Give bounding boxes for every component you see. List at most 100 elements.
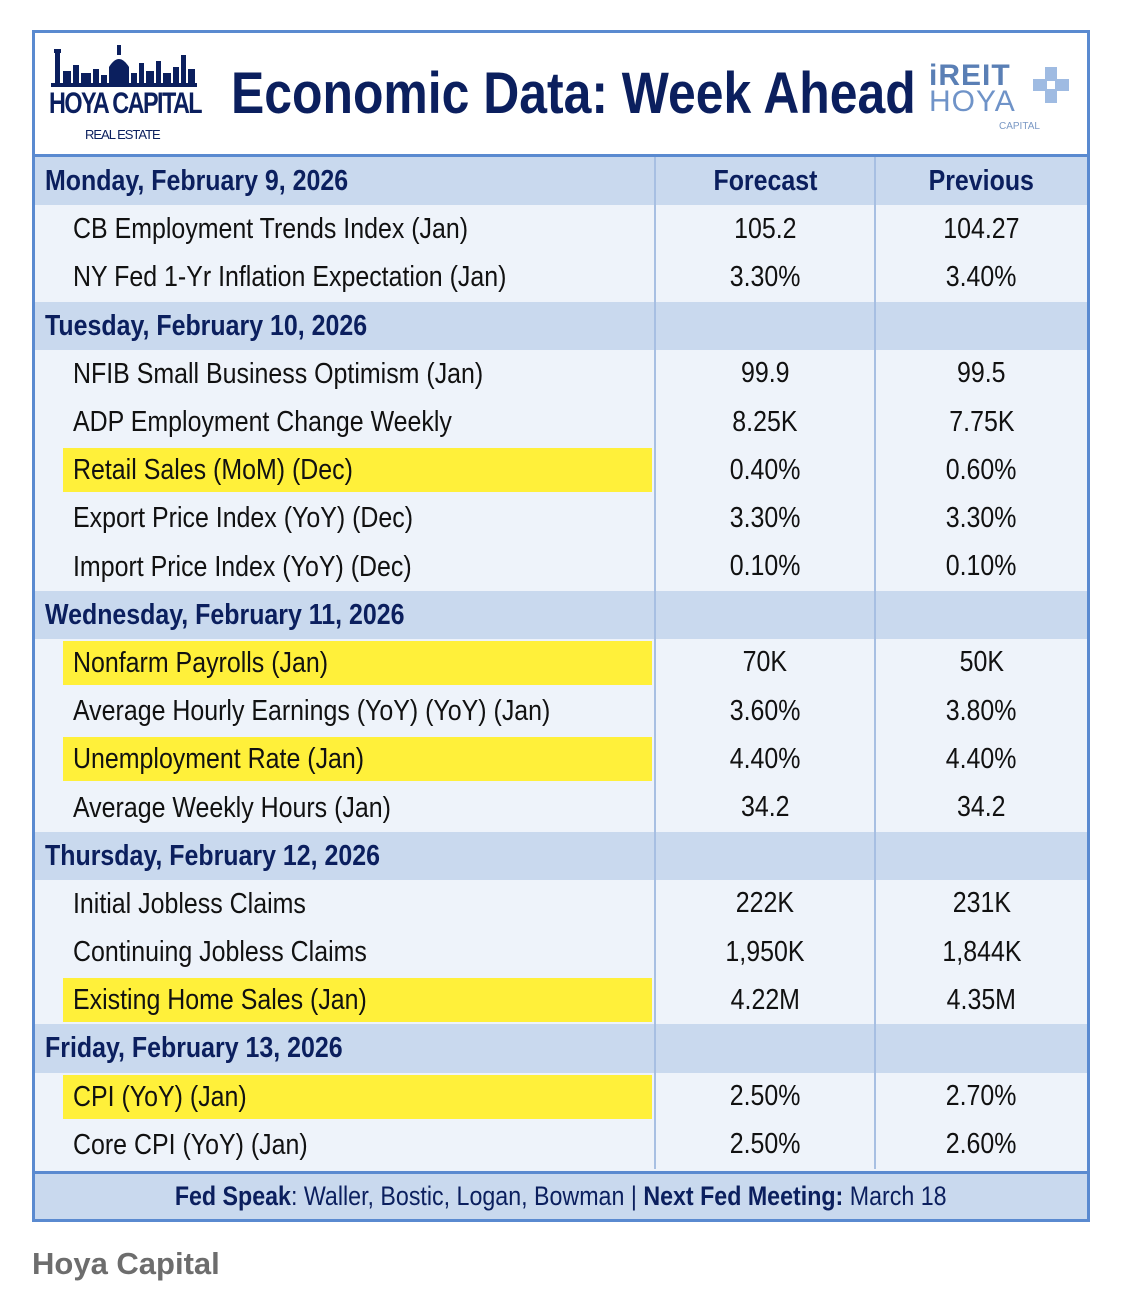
indicator-label: Export Price Index (YoY) (Dec) — [73, 502, 414, 535]
indicator-cell: NFIB Small Business Optimism (Jan) — [35, 349, 655, 398]
table-row: ADP Employment Change Weekly 8.25K 7.75K — [35, 397, 1087, 447]
forecast-cell: 222K — [654, 879, 875, 928]
forecast-cell: 34.2 — [654, 783, 875, 832]
indicator-label: ADP Employment Change Weekly — [73, 406, 452, 439]
indicator-label: CB Employment Trends Index (Jan) — [73, 213, 469, 246]
table-row: CB Employment Trends Index (Jan) 105.2 104… — [35, 205, 1087, 254]
indicator-cell: Retail Sales (MoM) (Dec) — [35, 446, 655, 495]
forecast-cell: 0.40% — [654, 446, 875, 495]
previous-cell: 2.70% — [874, 1072, 1087, 1121]
forecast-value: 34.2 — [740, 791, 790, 824]
forecast-cell: 4.40% — [654, 735, 875, 784]
previous-value: 104.27 — [943, 212, 1020, 245]
previous-cell: 3.80% — [874, 687, 1087, 736]
forecast-cell: 99.9 — [654, 349, 875, 398]
previous-header — [874, 301, 1087, 350]
indicator-label: Existing Home Sales (Jan) — [73, 984, 367, 1017]
indicator-label: NY Fed 1-Yr Inflation Expectation (Jan) — [73, 261, 507, 294]
highlighted-indicator: CPI (YoY) (Jan) — [63, 1074, 652, 1119]
previous-cell: 104.27 — [874, 205, 1087, 254]
previous-cell: 4.35M — [874, 976, 1087, 1025]
forecast-value: 1,950K — [725, 935, 805, 968]
forecast-value: 0.10% — [729, 550, 801, 583]
indicator-cell: ADP Employment Change Weekly — [35, 397, 655, 447]
previous-cell: 50K — [874, 638, 1087, 688]
indicator-cell: Unemployment Rate (Jan) — [35, 735, 655, 784]
table-row: CPI (YoY) (Jan) 2.50% 2.70% — [35, 1072, 1087, 1121]
table-row: Core CPI (YoY) (Jan) 2.50% 2.60% — [35, 1120, 1087, 1169]
forecast-header — [654, 1024, 875, 1073]
fed-speak-label: Fed Speak — [175, 1181, 292, 1211]
forecast-value: 70K — [742, 646, 788, 679]
table-row: Average Hourly Earnings (YoY) (YoY) (Jan… — [35, 687, 1087, 736]
day-date-cell: Thursday, February 12, 2026 — [35, 831, 655, 880]
previous-cell: 231K — [874, 879, 1087, 928]
skyline-icon — [51, 45, 197, 87]
indicator-label: Average Weekly Hours (Jan) — [73, 791, 391, 824]
table-row: Initial Jobless Claims 222K 231K — [35, 879, 1087, 928]
day-date-cell: Friday, February 13, 2026 — [35, 1024, 655, 1073]
previous-value: 7.75K — [948, 405, 1015, 438]
forecast-value: 8.25K — [732, 405, 798, 438]
indicator-label: NFIB Small Business Optimism (Jan) — [73, 357, 484, 390]
indicator-cell: Continuing Jobless Claims — [35, 928, 655, 977]
highlighted-indicator: Unemployment Rate (Jan) — [63, 737, 652, 782]
forecast-column-label: Forecast — [713, 164, 817, 197]
forecast-value: 0.40% — [729, 453, 801, 486]
indicator-cell: CPI (YoY) (Jan) — [35, 1072, 655, 1121]
indicator-label: Core CPI (YoY) (Jan) — [73, 1128, 308, 1161]
hoya-capital-logo: HOYA CAPITAL REAL ESTATE — [49, 43, 203, 148]
forecast-value: 3.60% — [729, 694, 801, 727]
previous-value: 1,844K — [941, 935, 1022, 968]
table-row: Unemployment Rate (Jan) 4.40% 4.40% — [35, 735, 1087, 784]
previous-value: 99.5 — [957, 357, 1006, 390]
table-row: Continuing Jobless Claims 1,950K 1,844K — [35, 928, 1087, 977]
day-header-row: Monday, February 9, 2026 Forecast Previous — [35, 157, 1087, 206]
indicator-cell: Initial Jobless Claims — [35, 879, 655, 928]
previous-value: 231K — [952, 887, 1011, 920]
day-date-cell: Tuesday, February 10, 2026 — [35, 301, 655, 350]
indicator-label: Initial Jobless Claims — [73, 887, 306, 920]
indicator-cell: CB Employment Trends Index (Jan) — [35, 205, 655, 254]
indicator-cell: Average Weekly Hours (Jan) — [35, 783, 655, 832]
day-date: Monday, February 9, 2026 — [45, 165, 349, 198]
forecast-cell: 2.50% — [654, 1072, 875, 1121]
table-row: NY Fed 1-Yr Inflation Expectation (Jan) 3… — [35, 253, 1087, 302]
forecast-value: 105.2 — [733, 212, 797, 245]
previous-cell: 7.75K — [874, 397, 1087, 447]
next-fed-meeting-label: Next Fed Meeting: — [643, 1181, 844, 1211]
indicator-label: CPI (YoY) (Jan) — [73, 1080, 247, 1113]
indicator-label: Retail Sales (MoM) (Dec) — [73, 454, 353, 487]
previous-cell: 3.30% — [874, 494, 1087, 543]
indicator-label: Nonfarm Payrolls (Jan) — [73, 646, 329, 679]
indicator-cell: Core CPI (YoY) (Jan) — [35, 1120, 655, 1169]
previous-value: 3.30% — [946, 501, 1017, 534]
forecast-cell: 105.2 — [654, 205, 875, 254]
indicator-label: Average Hourly Earnings (YoY) (YoY) (Jan… — [73, 695, 551, 728]
forecast-header: Forecast — [654, 157, 875, 206]
previous-value: 3.80% — [946, 694, 1017, 727]
previous-header — [874, 831, 1087, 880]
day-date: Tuesday, February 10, 2026 — [45, 309, 368, 342]
previous-header — [874, 1024, 1087, 1073]
forecast-value: 3.30% — [729, 501, 801, 534]
ireit-hoya-logo: iREIT HOYA CAPITAL — [923, 59, 1073, 139]
indicator-cell: Average Hourly Earnings (YoY) (YoY) (Jan… — [35, 687, 655, 736]
previous-column-label: Previous — [928, 164, 1035, 197]
table-row: Nonfarm Payrolls (Jan) 70K 50K — [35, 638, 1087, 688]
indicator-cell: Import Price Index (YoY) (Dec) — [35, 542, 655, 591]
highlighted-indicator: Nonfarm Payrolls (Jan) — [63, 640, 652, 685]
card-header: HOYA CAPITAL REAL ESTATE Economic Data: … — [35, 33, 1087, 157]
indicator-cell: Export Price Index (YoY) (Dec) — [35, 494, 655, 543]
forecast-cell: 3.30% — [654, 253, 875, 302]
previous-cell: 3.40% — [874, 253, 1087, 302]
highlighted-indicator: Retail Sales (MoM) (Dec) — [63, 448, 652, 493]
table-row: NFIB Small Business Optimism (Jan) 99.9 99… — [35, 349, 1087, 398]
source-caption: Hoya Capital — [32, 1246, 220, 1281]
forecast-value: 99.9 — [740, 357, 790, 390]
previous-cell: 2.60% — [874, 1120, 1087, 1169]
indicator-cell: NY Fed 1-Yr Inflation Expectation (Jan) — [35, 253, 655, 302]
capital-logo-text: CAPITAL — [999, 121, 1040, 132]
indicator-cell: Existing Home Sales (Jan) — [35, 976, 655, 1025]
fed-speak-names: : Waller, Bostic, Logan, Bowman — [291, 1181, 625, 1211]
